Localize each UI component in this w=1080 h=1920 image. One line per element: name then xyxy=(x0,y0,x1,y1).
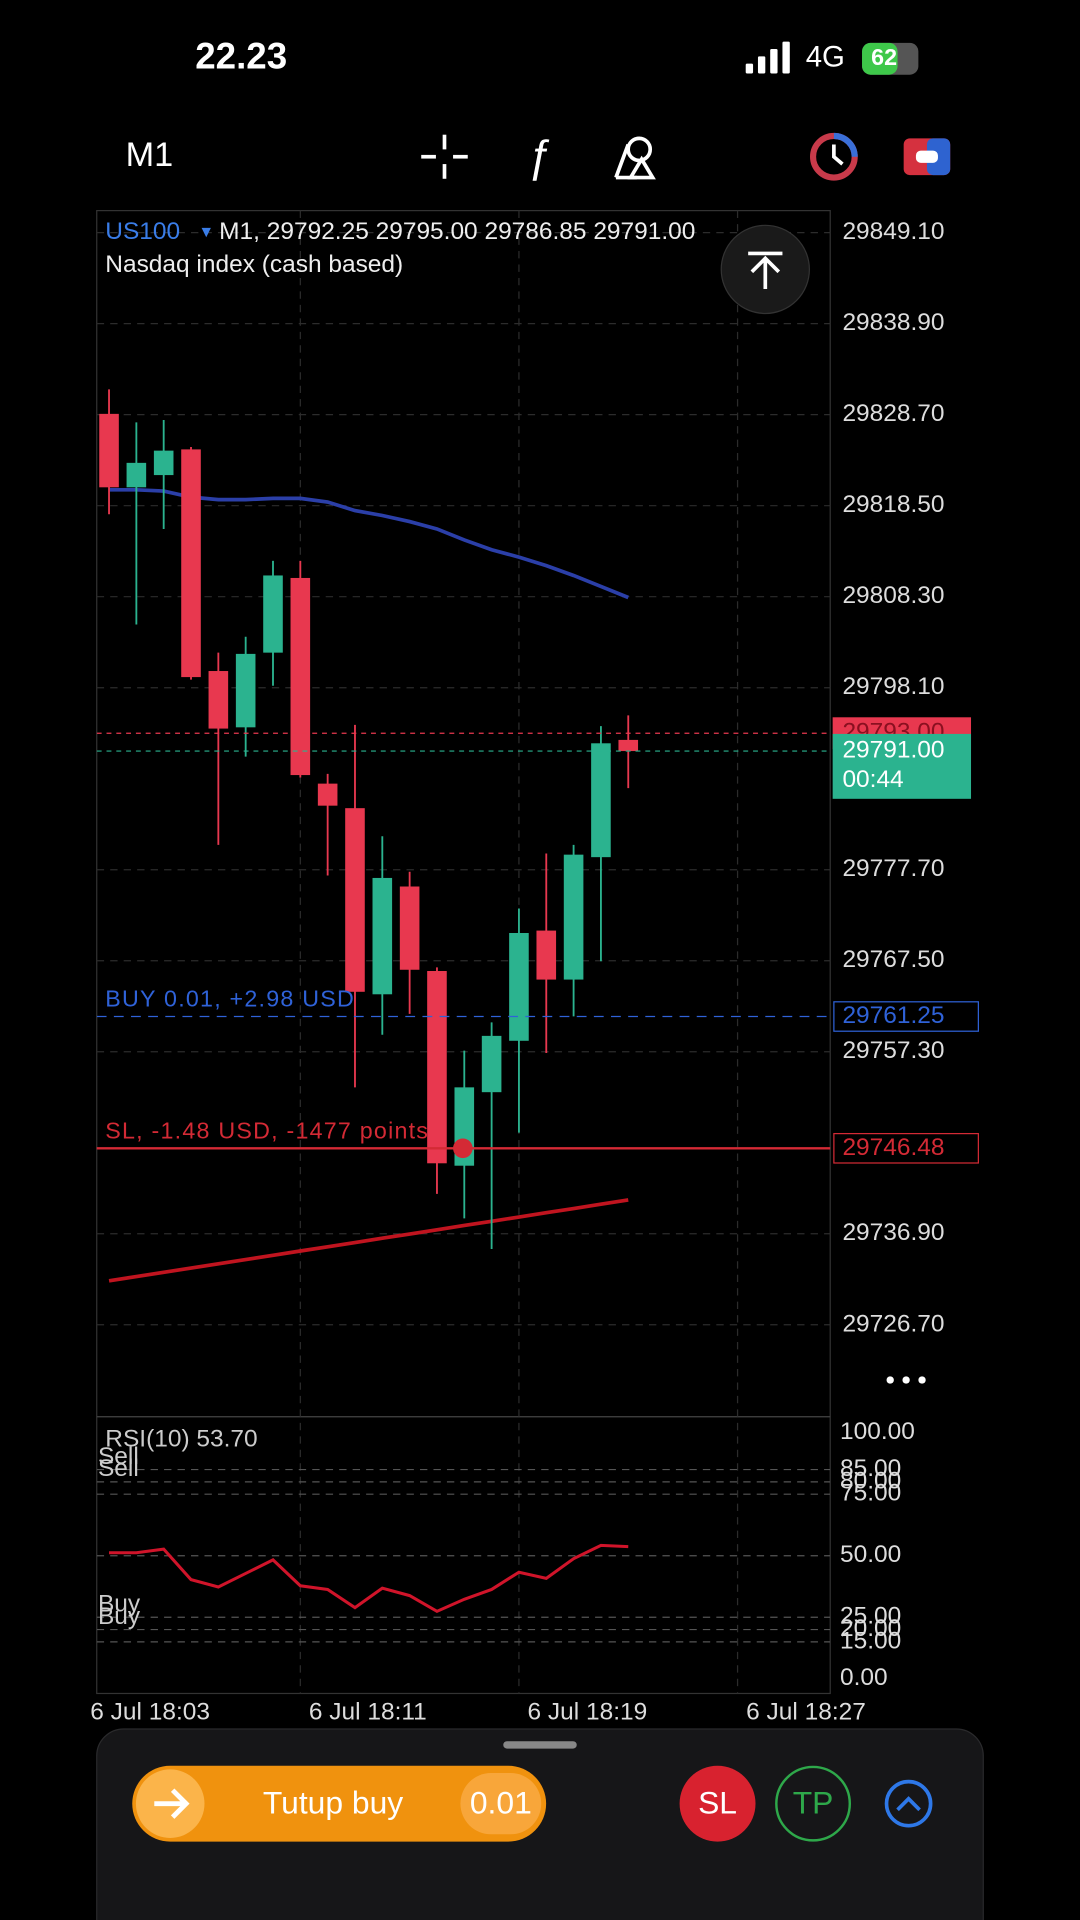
signal-icon xyxy=(745,41,790,74)
rsi-tick-label: 80.00 xyxy=(840,1467,901,1494)
volume: 0.01 xyxy=(470,1784,532,1820)
y-tick-label: 29828.70 xyxy=(842,400,944,427)
battery-level xyxy=(862,42,898,75)
scroll-top-icon xyxy=(748,251,783,289)
candle-body xyxy=(372,877,393,995)
candle-body xyxy=(618,739,639,752)
more-button[interactable] xyxy=(886,1376,926,1384)
tp-button[interactable] xyxy=(775,1765,852,1842)
x-tick-label: 6 Jul 18:03 xyxy=(90,1699,210,1726)
sl-button[interactable] xyxy=(679,1765,756,1842)
sl-text: SL, -1.48 USD, -1477 points xyxy=(105,1118,429,1144)
candle-body xyxy=(126,462,147,488)
rsi-level-label: Buy xyxy=(98,1590,141,1617)
candle-body xyxy=(317,783,338,806)
objects-icon[interactable] xyxy=(614,136,656,180)
plot-area xyxy=(96,210,831,1694)
rsi-line xyxy=(109,1543,629,1614)
candle-body xyxy=(591,743,611,858)
candle-body xyxy=(563,854,584,980)
sl-handle[interactable] xyxy=(453,1138,473,1159)
y-tick-label: 29757.30 xyxy=(842,1037,944,1064)
candle-body xyxy=(345,808,365,992)
candle-body xyxy=(290,577,311,776)
candle-body xyxy=(99,413,119,488)
trade-icon[interactable] xyxy=(903,138,951,176)
candle-body xyxy=(153,450,174,476)
y-tick-label: 29849.10 xyxy=(842,218,944,245)
moving-average xyxy=(108,1198,629,1283)
x-tick-label: 6 Jul 18:19 xyxy=(528,1699,648,1726)
drag-handle[interactable] xyxy=(503,1741,577,1749)
rsi-title: RSI(10) 53.70 xyxy=(105,1425,257,1452)
y-tick-label: 29798.10 xyxy=(842,673,944,700)
candle-body xyxy=(399,886,420,970)
x-tick-label: 6 Jul 18:11 xyxy=(309,1699,427,1726)
rsi-tick-label: 50.00 xyxy=(840,1541,901,1568)
expand-button[interactable] xyxy=(884,1779,933,1828)
candle-body xyxy=(427,971,447,1164)
rsi-tick-label: 85.00 xyxy=(840,1455,901,1482)
candle-body xyxy=(208,671,229,729)
rsi-level-label: Buy xyxy=(98,1603,141,1630)
y-tick-label: 29808.30 xyxy=(842,582,944,609)
ohlc-text: M1, 29792.25 29795.00 29786.85 29791.00 xyxy=(219,218,695,245)
candle-body xyxy=(263,575,283,653)
rsi-level-label: Sell xyxy=(98,1443,139,1470)
level-box xyxy=(833,1001,979,1032)
level-box xyxy=(833,1132,979,1164)
close-buy-button[interactable] xyxy=(132,1765,547,1842)
candle-body xyxy=(181,449,201,678)
account-icon[interactable] xyxy=(810,132,858,181)
battery-text: 62 xyxy=(871,44,897,70)
crosshair-icon[interactable] xyxy=(421,134,468,179)
y-tick-label: 29838.90 xyxy=(842,309,944,336)
y-tick-label: 29726.70 xyxy=(842,1310,944,1337)
rsi-tick-label: 75.00 xyxy=(840,1480,901,1507)
network: 4G xyxy=(806,41,845,74)
status-time: 22.23 xyxy=(195,35,287,76)
tp-text: TP xyxy=(793,1784,834,1820)
rsi-tick-label: 0.00 xyxy=(840,1664,888,1691)
sl-text: SL xyxy=(698,1784,737,1820)
symbol[interactable]: US100 xyxy=(105,218,180,245)
expand-icon xyxy=(896,1796,921,1812)
x-tick-label: 6 Jul 18:27 xyxy=(746,1699,866,1726)
bid-box xyxy=(832,733,972,799)
candle-body xyxy=(536,930,557,980)
indicator-icon[interactable]: ƒ xyxy=(527,132,552,182)
rsi-tick-label: 100.00 xyxy=(840,1418,915,1445)
chart-title: Nasdaq index (cash based) xyxy=(105,251,403,278)
position-text: BUY 0.01, +2.98 USD xyxy=(105,986,355,1012)
chart-frame xyxy=(96,210,831,1695)
y-tick-label: 29736.90 xyxy=(842,1219,944,1246)
arrow-icon xyxy=(154,1788,190,1819)
candle-body xyxy=(235,653,256,728)
rsi-tick-label: 20.00 xyxy=(840,1615,901,1642)
y-tick-label: 29818.50 xyxy=(842,491,944,518)
rsi-tick-label: 15.00 xyxy=(840,1627,901,1654)
y-tick-label: 29767.50 xyxy=(842,946,944,973)
candle-body xyxy=(509,932,529,1041)
rsi-tick-label: 25.00 xyxy=(840,1603,901,1630)
y-tick-label: 29777.70 xyxy=(842,855,944,882)
volume-pill[interactable] xyxy=(460,1773,542,1835)
rsi-level-label: Sell xyxy=(98,1455,139,1482)
level-label: 29746.48 xyxy=(842,1134,944,1161)
timeframe[interactable]: M1 xyxy=(126,136,174,174)
level-label: 29761.25 xyxy=(842,1002,944,1029)
symbol-dropdown[interactable]: ▼ xyxy=(198,224,214,241)
candle-body xyxy=(481,1035,502,1093)
bid-countdown: 00:44 xyxy=(842,766,903,793)
bid-label: 29791.00 xyxy=(842,737,944,764)
close-buy-text: Tutup buy xyxy=(263,1784,403,1820)
